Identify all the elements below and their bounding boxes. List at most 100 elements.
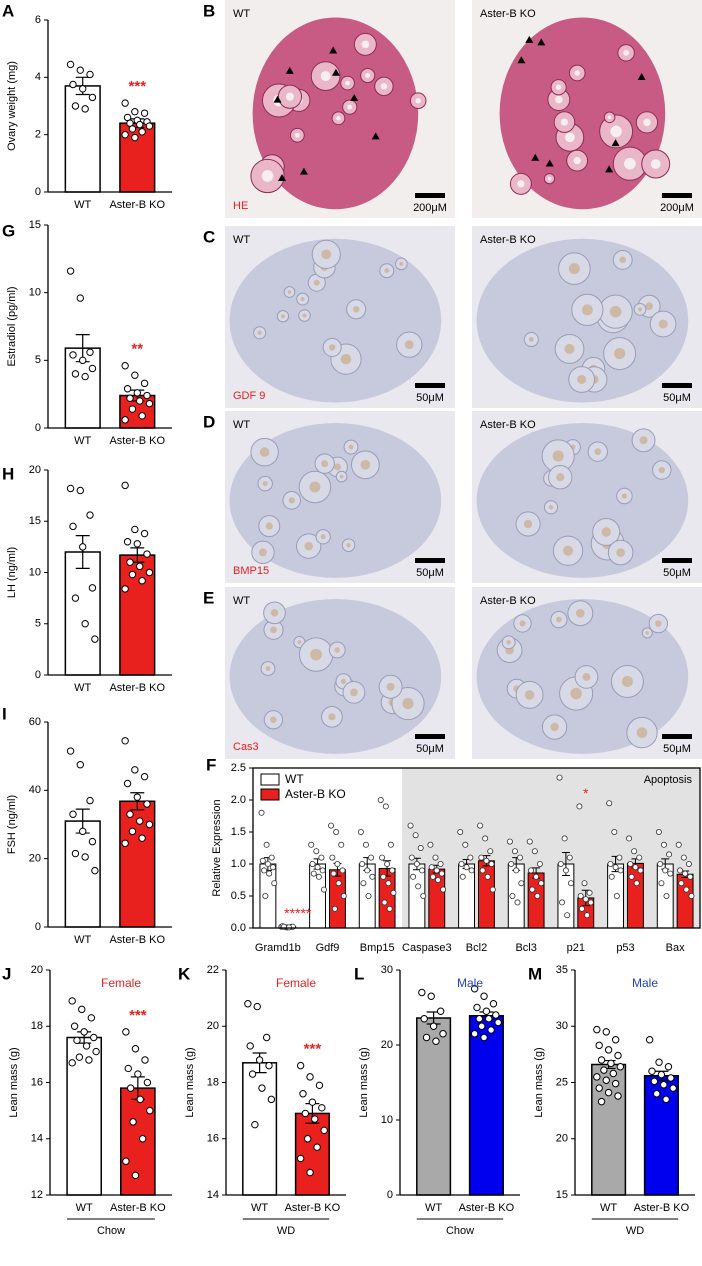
data-point [248,1070,257,1078]
data-point [494,1018,502,1027]
x-tick-label: p21 [567,942,585,954]
y-tick-label: 20 [207,1020,219,1032]
data-point [131,133,139,142]
data-point [433,867,440,874]
data-point [680,854,687,861]
data-point [306,1168,314,1177]
oocyte [581,304,593,316]
group-label: Chow [446,1225,474,1237]
data-point [384,861,391,868]
y-tick-label: 0 [35,186,41,198]
oocyte [329,344,336,351]
data-point [81,105,89,113]
subtitle: Female [101,976,141,990]
y-axis-label: Lean mass (g) [358,1047,370,1117]
arrowhead [605,165,614,173]
data-point [614,1092,622,1100]
data-point [123,538,132,546]
data-point [143,391,151,400]
data-point [427,841,434,848]
oocyte [658,466,666,474]
data-point [385,880,392,887]
data-point [636,854,643,861]
data-point [313,1143,321,1151]
data-point [564,912,571,919]
data-point [333,829,340,836]
y-tick-label: 30 [556,1020,568,1032]
data-point [489,1000,498,1008]
data-point [577,893,584,900]
data-point [66,747,75,755]
oocyte [607,115,612,120]
data-point [631,848,638,855]
data-point [136,817,144,825]
oocyte [402,697,414,710]
x-tick-label: WT [76,1202,93,1214]
oocyte [348,444,354,450]
data-point [88,837,97,846]
data-point [508,861,515,868]
data-point [244,1000,252,1008]
data-point [76,486,84,495]
y-tick-label: 2.0 [231,794,246,806]
y-tick-label: 2.5 [231,762,246,774]
data-point [369,873,376,880]
oocyte [265,522,273,530]
oocyte [320,71,331,82]
arrowhead [299,167,308,175]
data-point [85,1056,93,1064]
data-point [66,267,75,275]
data-point [140,772,149,781]
data-point [138,834,146,842]
y-axis-label: Estradiol (pg/ml) [6,286,18,366]
oocyte [568,263,580,275]
data-point [79,356,87,365]
oocyte [555,84,562,90]
data-point [600,1066,608,1074]
data-point [611,829,618,836]
x-tick-label: Aster-B KO [110,1202,166,1214]
data-point [131,766,139,774]
oocyte [399,261,404,266]
data-point [69,810,77,818]
data-point [145,122,154,130]
subtitle: Female [276,976,316,990]
y-tick-label: 16 [31,1076,43,1088]
data-point [536,861,543,868]
data-point [253,1002,261,1011]
oocyte [556,473,565,482]
data-point [329,854,336,861]
data-point [318,1104,326,1112]
data-point [657,861,664,868]
scale-bar [662,734,692,739]
oocyte [523,519,533,529]
data-point [129,1118,137,1126]
data-point [487,848,494,855]
scale-bar [662,383,692,388]
oocyte [280,314,285,319]
y-tick-label: 10 [29,566,41,578]
data-point [128,570,137,579]
data-point [315,873,322,880]
data-point [268,854,275,861]
data-point [87,1014,96,1022]
data-point [133,389,141,397]
data-point [437,861,444,868]
oocyte [645,302,653,311]
data-point [675,841,682,848]
data-point [611,1079,620,1088]
group-label: Chow [97,1225,125,1237]
x-tick-label: Aster-B KO [109,435,165,447]
data-point [360,880,367,887]
oocyte [556,616,562,623]
data-point [534,893,541,900]
oocyte [624,157,636,170]
arrowhead [371,132,380,140]
data-point [658,880,665,887]
data-point [143,550,151,558]
y-tick-label: 20 [381,1039,393,1051]
oocyte [621,493,628,499]
oocyte [360,459,371,470]
data-point [427,992,435,1000]
scale-bar [415,193,445,198]
